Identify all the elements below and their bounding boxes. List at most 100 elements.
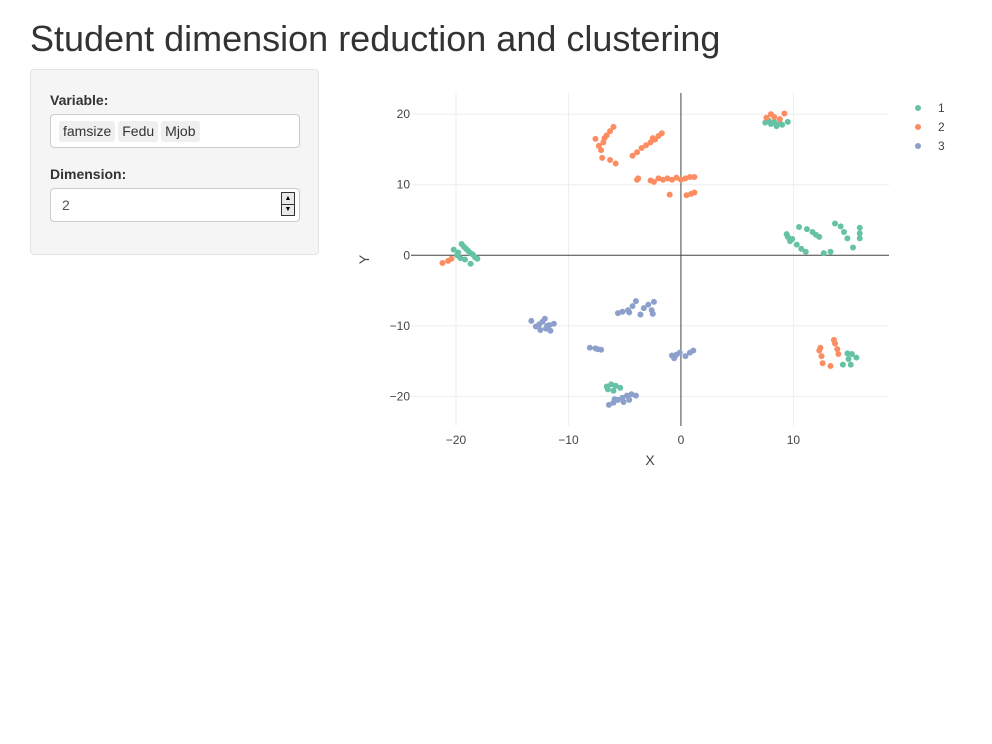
data-point-series-3[interactable] (682, 353, 689, 360)
data-point-series-3[interactable] (547, 327, 554, 334)
data-point-series-2[interactable] (834, 346, 841, 353)
data-point-series-1[interactable] (856, 235, 863, 242)
up-arrow-icon[interactable]: ▲ (281, 192, 295, 205)
legend[interactable]: 1 2 3 (915, 101, 945, 153)
data-point-series-1[interactable] (787, 238, 794, 245)
data-point-series-1[interactable] (803, 226, 810, 233)
data-point-series-1[interactable] (832, 220, 839, 227)
data-point-series-1[interactable] (844, 350, 851, 357)
data-point-series-2[interactable] (673, 174, 680, 181)
data-point-series-3[interactable] (649, 310, 656, 317)
dimension-spinner[interactable]: ▲ ▼ (281, 192, 295, 216)
legend-label-2[interactable]: 2 (938, 120, 945, 134)
data-point-series-1[interactable] (610, 387, 617, 394)
data-point-series-1[interactable] (617, 384, 624, 391)
data-point-series-1[interactable] (844, 235, 851, 242)
data-point-series-1[interactable] (796, 224, 803, 231)
data-point-series-2[interactable] (835, 351, 842, 358)
data-point-series-2[interactable] (683, 192, 690, 199)
data-point-series-2[interactable] (607, 128, 614, 135)
data-point-series-2[interactable] (776, 116, 783, 123)
data-point-series-1[interactable] (856, 224, 863, 231)
data-point-series-1[interactable] (848, 351, 855, 358)
data-point-series-3[interactable] (640, 305, 647, 312)
legend-marker-2[interactable] (915, 124, 921, 130)
data-point-series-3[interactable] (528, 317, 535, 324)
data-point-series-3[interactable] (614, 310, 621, 317)
data-point-series-2[interactable] (599, 154, 606, 161)
data-point-series-2[interactable] (767, 111, 774, 118)
data-point-series-1[interactable] (793, 241, 800, 248)
data-point-series-1[interactable] (474, 255, 481, 262)
data-point-series-2[interactable] (677, 176, 684, 183)
data-point-series-2[interactable] (819, 360, 826, 367)
data-point-series-2[interactable] (638, 145, 645, 152)
data-point-series-2[interactable] (592, 135, 599, 142)
data-point-series-1[interactable] (841, 228, 848, 235)
data-point-series-3[interactable] (541, 315, 548, 322)
data-point-series-2[interactable] (691, 189, 698, 196)
data-point-series-3[interactable] (586, 344, 593, 351)
data-point-series-2[interactable] (827, 363, 834, 370)
data-point-series-1[interactable] (783, 231, 790, 238)
data-point-series-2[interactable] (603, 132, 610, 139)
data-point-series-3[interactable] (632, 392, 639, 399)
data-point-series-2[interactable] (448, 255, 455, 262)
data-point-series-2[interactable] (830, 336, 837, 343)
variable-token-fedu[interactable]: Fedu (118, 120, 159, 142)
data-point-series-3[interactable] (544, 322, 551, 329)
down-arrow-icon[interactable]: ▼ (281, 204, 295, 216)
data-point-series-1[interactable] (802, 248, 809, 255)
data-point-series-1[interactable] (816, 233, 823, 240)
data-point-series-3[interactable] (629, 303, 636, 310)
data-point-series-3[interactable] (550, 320, 557, 327)
data-point-series-2[interactable] (763, 114, 770, 121)
data-point-series-1[interactable] (856, 230, 863, 237)
data-point-series-2[interactable] (666, 191, 673, 198)
data-point-series-2[interactable] (781, 110, 788, 117)
data-point-series-2[interactable] (664, 175, 671, 182)
data-point-series-1[interactable] (461, 256, 468, 263)
data-point-series-2[interactable] (817, 344, 824, 351)
data-point-series-1[interactable] (850, 244, 857, 251)
legend-marker-1[interactable] (915, 105, 921, 111)
data-point-series-1[interactable] (450, 246, 457, 253)
data-point-series-2[interactable] (643, 142, 650, 149)
variable-token-mjob[interactable]: Mjob (161, 120, 200, 142)
legend-marker-3[interactable] (915, 143, 921, 149)
dimension-value[interactable]: 2 (62, 197, 70, 213)
variable-select[interactable]: famsize Fedu Mjob (50, 114, 300, 148)
data-point-series-1[interactable] (827, 248, 834, 255)
data-point-series-2[interactable] (634, 149, 641, 156)
dimension-input[interactable]: 2 ▲ ▼ (50, 188, 300, 222)
data-point-series-2[interactable] (659, 176, 666, 183)
legend-label-1[interactable]: 1 (938, 101, 945, 115)
legend-label-3[interactable]: 3 (938, 139, 945, 153)
data-point-series-2[interactable] (655, 175, 662, 182)
data-point-series-3[interactable] (632, 298, 639, 305)
data-point-series-2[interactable] (686, 173, 693, 180)
data-point-series-2[interactable] (629, 152, 636, 159)
data-point-series-1[interactable] (837, 223, 844, 230)
data-point-series-3[interactable] (676, 349, 683, 356)
data-point-series-2[interactable] (600, 139, 607, 146)
data-point-series-2[interactable] (668, 176, 675, 183)
data-point-series-1[interactable] (771, 118, 778, 125)
data-point-series-3[interactable] (650, 298, 657, 305)
data-point-series-3[interactable] (619, 308, 626, 315)
data-point-series-2[interactable] (610, 123, 617, 130)
data-point-series-3[interactable] (671, 355, 678, 362)
data-point-series-2[interactable] (658, 130, 665, 137)
data-point-series-1[interactable] (845, 355, 852, 362)
data-point-series-3[interactable] (637, 311, 644, 318)
data-point-series-2[interactable] (439, 260, 446, 267)
data-point-series-2[interactable] (649, 135, 656, 142)
data-point-series-1[interactable] (776, 120, 783, 127)
data-point-series-2[interactable] (598, 147, 605, 154)
data-point-series-1[interactable] (454, 252, 461, 259)
data-point-series-2[interactable] (650, 178, 657, 185)
data-point-series-3[interactable] (690, 347, 697, 354)
data-point-series-3[interactable] (645, 301, 652, 308)
data-point-series-3[interactable] (628, 391, 635, 398)
data-point-series-1[interactable] (853, 354, 860, 361)
